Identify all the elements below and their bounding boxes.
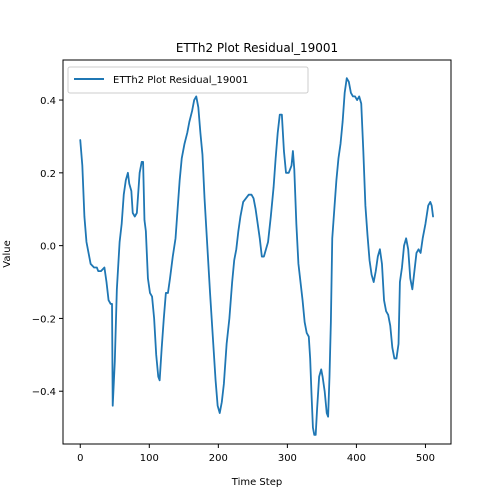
x-tick-label: 500 xyxy=(416,453,435,464)
legend: ETTh2 Plot Residual_19001 xyxy=(67,66,309,94)
series-line xyxy=(79,77,434,436)
y-tick-label: 0.2 xyxy=(40,169,56,180)
x-tick-label: 300 xyxy=(278,453,297,464)
y-tick-label: 0.4 xyxy=(40,96,56,107)
x-tick-label: 200 xyxy=(209,453,228,464)
y-tick-label: −0.2 xyxy=(32,314,56,325)
legend-label: ETTh2 Plot Residual_19001 xyxy=(113,75,248,86)
x-axis: 0 100 200 300 400 500 xyxy=(77,444,435,464)
chart-title: ETTh2 Plot Residual_19001 xyxy=(176,41,338,55)
y-axis: −0.4 −0.2 0.0 0.2 0.4 xyxy=(32,96,63,398)
plot-frame xyxy=(62,59,452,445)
x-axis-label: Time Step xyxy=(231,477,282,488)
x-tick-label: 0 xyxy=(77,453,83,464)
y-tick-label: −0.4 xyxy=(32,387,56,398)
legend-box xyxy=(67,66,309,94)
x-tick-label: 100 xyxy=(140,453,159,464)
x-tick-label: 400 xyxy=(347,453,366,464)
plot-area xyxy=(79,77,434,436)
y-tick-label: 0.0 xyxy=(40,242,56,253)
y-axis-label: Value xyxy=(2,240,13,267)
